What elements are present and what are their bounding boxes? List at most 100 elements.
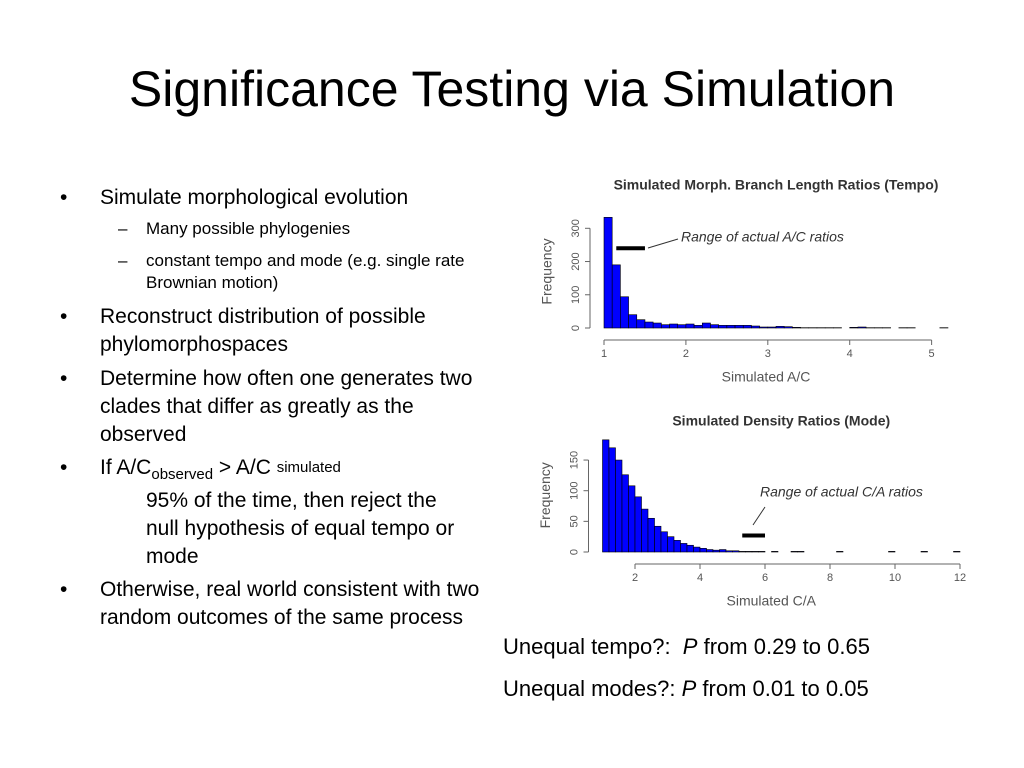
bar (621, 474, 629, 553)
bar (758, 551, 766, 553)
bullet-text: If A/Cobserved > A/C simulated (100, 454, 500, 489)
bar (686, 544, 694, 553)
y-axis-label: Frequency (539, 238, 555, 304)
result-line: Unequal modes?: P from 0.01 to 0.05 (503, 676, 869, 702)
bar (710, 324, 719, 329)
bar (790, 551, 798, 553)
bullet-text: 95% of the time, then reject the null hy… (146, 489, 455, 568)
sub-bullet-mark: – (118, 219, 128, 238)
x-tick-label: 12 (954, 572, 966, 584)
bar (673, 540, 681, 553)
bar (620, 296, 629, 329)
bullet-mark: • (60, 186, 68, 209)
slide-title: Significance Testing via Simulation (128, 61, 896, 117)
bar (603, 217, 613, 329)
bar (660, 531, 668, 553)
bar (685, 323, 695, 329)
text: P (681, 676, 697, 701)
text: Unequal modes?: (503, 676, 676, 701)
bar (767, 326, 777, 329)
chart-title: Simulated Density Ratios (Mode) (672, 413, 890, 429)
y-tick-label: 100 (568, 482, 580, 500)
bar (725, 550, 733, 553)
bar (615, 459, 623, 553)
bullet-text: Simulate morphological evolution (100, 186, 409, 209)
bullet-text: Otherwise, real world consistent with tw… (100, 578, 480, 629)
result-line: Unequal tempo?: P from 0.29 to 0.65 (503, 634, 870, 660)
bar (628, 314, 638, 329)
bar (836, 551, 844, 553)
bar (680, 543, 688, 553)
bar (693, 546, 701, 553)
bar (751, 551, 759, 553)
bar (652, 322, 662, 329)
bar (667, 536, 675, 553)
bullet-mark: • (60, 305, 68, 328)
sub-bullet-mark: – (118, 251, 128, 270)
bar (699, 548, 707, 553)
bar (759, 326, 769, 329)
x-axis-label: Simulated A/C (722, 369, 811, 385)
bar (602, 439, 610, 553)
x-tick-label: 5 (929, 348, 935, 360)
leader-line (752, 506, 766, 526)
bar (726, 325, 736, 329)
bullet-mark: • (60, 578, 68, 601)
bar (920, 551, 928, 553)
bar (849, 327, 859, 329)
bar (797, 551, 805, 553)
subscript: observed (151, 466, 214, 484)
x-tick-label: 4 (697, 572, 703, 584)
bar (719, 549, 727, 553)
text: from 0.29 to 0.65 (703, 634, 870, 659)
bar (647, 517, 655, 553)
y-tick-label: 150 (568, 451, 580, 469)
bar (751, 325, 760, 329)
bar (701, 322, 711, 329)
bar (608, 447, 616, 553)
text: P (682, 634, 698, 659)
bar (669, 323, 679, 329)
sub-bullet-text: constant tempo and mode (e.g. single rat… (146, 251, 465, 292)
bar (857, 326, 867, 329)
bar (775, 326, 785, 329)
bar (693, 325, 703, 329)
bar (661, 324, 670, 329)
bar (771, 551, 779, 553)
subscript: simulated (276, 459, 341, 476)
bar (611, 264, 621, 329)
bar (706, 549, 714, 553)
bar (792, 327, 801, 329)
bar (628, 485, 636, 553)
bar (732, 550, 740, 553)
bar (734, 325, 744, 329)
y-tick-label: 200 (570, 252, 582, 270)
text: Unequal tempo?: (503, 634, 671, 659)
bullet-text: Reconstruct distribution of possible phy… (100, 305, 426, 356)
x-tick-label: 6 (762, 572, 768, 584)
bar (783, 326, 793, 329)
bar (634, 496, 642, 553)
bar (712, 549, 720, 553)
text: > A/C (213, 456, 277, 479)
bullet-mark: • (60, 367, 68, 390)
annotation: Range of actual C/A ratios (760, 484, 923, 500)
bar (953, 551, 961, 553)
chart-title: Simulated Morph. Branch Length Ratios (T… (614, 177, 939, 193)
bar (641, 508, 649, 553)
y-tick-label: 0 (568, 549, 580, 555)
bar (644, 321, 654, 329)
y-tick-label: 50 (568, 515, 580, 527)
x-tick-label: 1 (601, 348, 607, 360)
x-tick-label: 2 (632, 572, 638, 584)
bar (745, 551, 753, 553)
x-tick-label: 2 (683, 348, 689, 360)
bullet-text: Determine how often one generates two cl… (100, 367, 473, 446)
bar (636, 319, 646, 329)
annotation: Range of actual A/C ratios (681, 229, 844, 245)
y-axis-label: Frequency (537, 462, 553, 528)
y-tick-label: 0 (570, 325, 582, 331)
leader-line (647, 238, 679, 249)
x-tick-label: 3 (765, 348, 771, 360)
